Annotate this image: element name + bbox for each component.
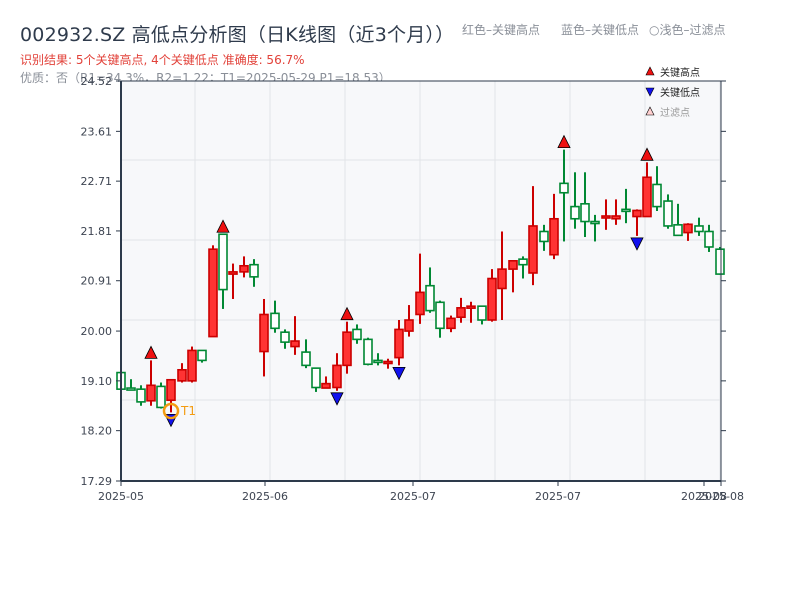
y-tick-label: 18.20 — [81, 425, 113, 438]
legend-text-filtered: ○浅色–过滤点 — [649, 23, 726, 37]
y-tick-label: 17.29 — [81, 475, 113, 488]
y-tick-label: 23.61 — [81, 125, 113, 138]
candle — [477, 305, 487, 325]
candle — [497, 231, 507, 321]
candle — [642, 162, 652, 218]
key-low-marker-icon — [392, 366, 406, 381]
candle — [456, 297, 466, 323]
candle — [487, 269, 497, 322]
x-tick-label: 2025-06 — [242, 490, 288, 503]
candle — [259, 298, 269, 377]
chart-title: 002932.SZ 高低点分析图（日K线图（近3个月）） — [20, 24, 455, 46]
candle — [580, 172, 590, 238]
candle — [590, 214, 600, 242]
candle — [394, 320, 404, 366]
t1-label: T1 — [180, 404, 196, 418]
legend-label: 关键高点 — [660, 66, 700, 79]
candle — [290, 316, 300, 355]
candle — [549, 193, 559, 260]
candle — [704, 224, 714, 252]
candle — [528, 186, 538, 286]
candle — [239, 256, 249, 278]
candle — [197, 349, 207, 363]
candle — [126, 379, 136, 391]
candle — [187, 346, 197, 383]
candle — [301, 339, 311, 369]
legend-label: 关键低点 — [660, 86, 700, 99]
candle — [611, 199, 621, 225]
candle — [156, 382, 166, 409]
y-tick-label: 20.91 — [81, 275, 113, 288]
candle — [425, 267, 435, 313]
candle — [352, 324, 362, 344]
x-tick-label: 2025-07 — [390, 490, 436, 503]
candle — [446, 315, 456, 333]
candle — [249, 259, 259, 287]
candle — [694, 217, 704, 236]
candle — [166, 378, 176, 413]
x-tick-label: 2025-08 — [681, 490, 727, 503]
candle — [508, 260, 518, 293]
legend-marker-icon — [645, 66, 655, 76]
t1-ring-icon — [162, 402, 180, 420]
candle — [715, 246, 725, 275]
key-high-marker-icon — [340, 306, 354, 321]
result-summary: 识别结果: 5个关键高点, 4个关键低点 准确度: 56.7% — [20, 53, 305, 67]
candle — [570, 172, 580, 229]
legend-text-high: 红色–关键高点 — [462, 23, 541, 37]
candle — [601, 199, 611, 230]
key-low-marker-icon — [330, 392, 344, 406]
candles — [116, 149, 725, 413]
candle — [466, 301, 476, 323]
candle — [652, 166, 662, 212]
key-point-markers: T1 — [144, 134, 654, 428]
y-tick-label: 20.00 — [81, 325, 113, 338]
candle — [683, 223, 693, 241]
key-high-marker-icon — [144, 345, 158, 359]
legend-label: 过滤点 — [660, 106, 690, 119]
candle — [663, 194, 673, 229]
candle — [363, 337, 373, 366]
x-tick-label: 2025-05 — [98, 490, 144, 503]
candle — [311, 367, 321, 392]
y-tick-label: 21.81 — [81, 225, 113, 238]
key-high-marker-icon — [557, 134, 571, 149]
y-tick-label: 24.52 — [81, 75, 113, 88]
candle — [373, 353, 383, 366]
candle — [539, 224, 549, 251]
candle — [177, 363, 187, 383]
candle — [218, 233, 228, 309]
candle — [632, 209, 642, 236]
x-tick-label: 2025-08 — [698, 490, 744, 503]
legend-marker-icon — [645, 106, 655, 116]
y-tick-label: 19.10 — [81, 375, 113, 388]
candle — [321, 376, 331, 389]
candle — [404, 305, 414, 337]
candle — [136, 385, 146, 406]
candle — [673, 203, 683, 237]
axes: 17.29 18.20 19.10 20.00 20.91 21.81 22.71 23.61… — [81, 75, 744, 503]
candle — [518, 256, 528, 279]
x-tick-label: 2025-07 — [535, 490, 581, 503]
candle — [280, 329, 290, 349]
candle — [342, 321, 352, 374]
legend-marker-icon — [645, 87, 655, 97]
candle — [270, 300, 280, 333]
key-low-marker-icon — [630, 237, 644, 251]
candle — [621, 188, 631, 224]
key-high-marker-icon — [216, 219, 230, 233]
key-high-marker-icon — [640, 147, 654, 161]
candle — [435, 300, 445, 338]
legend-text-low: 蓝色–关键低点 — [561, 23, 640, 37]
candle — [383, 358, 393, 369]
candle — [208, 245, 218, 338]
candle — [415, 253, 425, 324]
candle — [228, 263, 238, 299]
candle — [332, 353, 342, 391]
y-tick-label: 22.71 — [81, 175, 113, 188]
candle — [559, 149, 569, 242]
candle — [146, 360, 156, 406]
